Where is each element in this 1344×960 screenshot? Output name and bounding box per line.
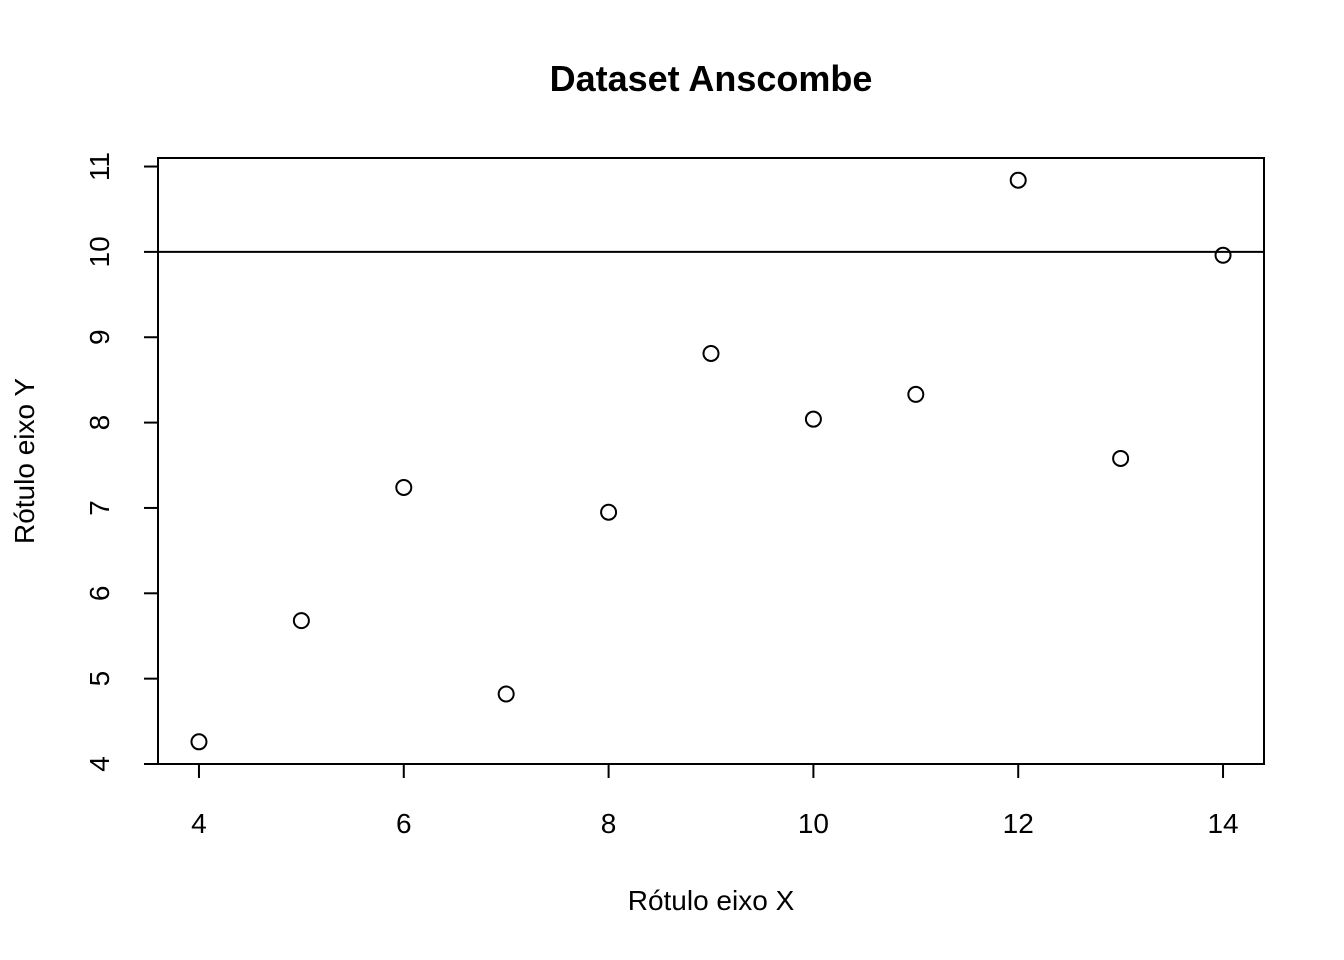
y-tick-label: 6 <box>84 586 115 602</box>
data-point <box>907 385 925 403</box>
y-axis: 4 5 6 7 8 9 10 11 <box>84 152 159 772</box>
plot-frame <box>157 157 1265 765</box>
data-point <box>1112 449 1130 467</box>
data-point <box>600 503 618 521</box>
data-point <box>395 478 413 496</box>
y-tick-label: 9 <box>84 329 115 345</box>
data-point <box>804 410 822 428</box>
data-point <box>497 685 515 703</box>
chart-title: Dataset Anscombe <box>550 58 873 99</box>
data-point <box>1009 171 1027 189</box>
x-tick-label: 12 <box>1003 808 1034 839</box>
x-tick-label: 4 <box>191 808 207 839</box>
data-points <box>190 171 1232 751</box>
y-axis-label: Rótulo eixo Y <box>9 378 40 544</box>
y-tick-label: 7 <box>84 500 115 516</box>
y-tick-label: 4 <box>84 756 115 772</box>
y-tick-label: 10 <box>84 236 115 267</box>
x-tick-label: 6 <box>396 808 412 839</box>
y-tick-label: 11 <box>84 152 115 181</box>
data-point <box>702 344 720 362</box>
x-tick-label: 10 <box>798 808 829 839</box>
y-tick-label: 5 <box>84 671 115 687</box>
data-point <box>292 612 310 630</box>
data-point <box>190 733 208 751</box>
x-axis: 4 6 8 10 12 14 <box>191 763 1239 839</box>
x-tick-label: 8 <box>601 808 617 839</box>
data-point <box>1214 246 1232 264</box>
x-axis-label: Rótulo eixo X <box>628 885 795 916</box>
y-tick-label: 8 <box>84 415 115 431</box>
x-tick-label: 14 <box>1207 808 1238 839</box>
